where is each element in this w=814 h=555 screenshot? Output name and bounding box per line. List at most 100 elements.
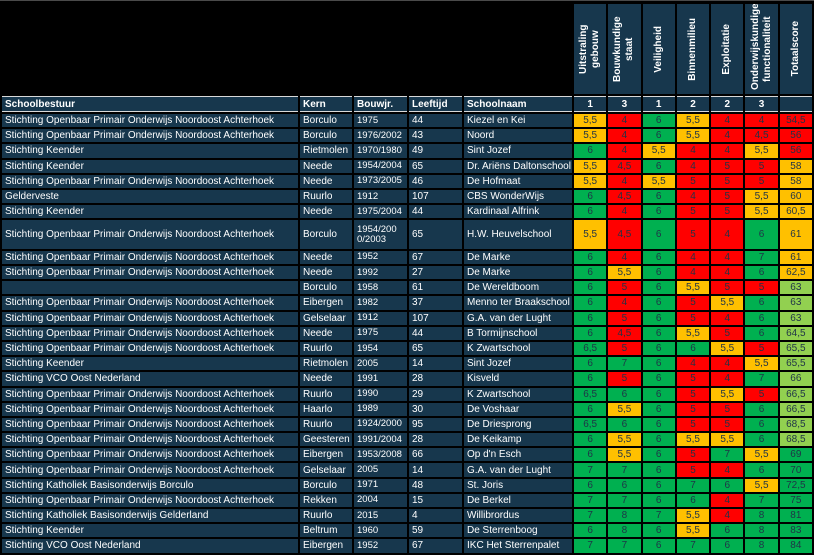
cell-kern[interactable]: Eibergen: [300, 448, 352, 462]
cell-schoolnaam[interactable]: Noord: [464, 129, 572, 143]
cell-bouwjaar[interactable]: 1989: [354, 402, 407, 416]
cell-score-uitstraling-gebouw[interactable]: 6,5: [574, 341, 607, 356]
cell-kern[interactable]: Rietmolen: [300, 357, 352, 371]
cell-kern[interactable]: Gelselaar: [300, 311, 352, 325]
cell-score-exploitatie[interactable]: 4: [711, 250, 744, 264]
cell-score-onderwijskundige-functionaliteit[interactable]: 5: [745, 174, 778, 188]
cell-score-uitstraling-gebouw[interactable]: 6,5: [574, 387, 607, 401]
cell-score-onderwijskundige-functionaliteit[interactable]: 5,5: [745, 189, 778, 204]
cell-score-exploitatie[interactable]: 4: [711, 114, 744, 128]
cell-score-binnenmilieu[interactable]: 4: [676, 250, 710, 264]
cell-score-binnenmilieu[interactable]: 4: [676, 189, 710, 204]
cell-score-onderwijskundige-functionaliteit[interactable]: 8: [745, 524, 778, 538]
cell-schoolbestuur[interactable]: [2, 281, 298, 295]
cell-score-bouwkundige-staat[interactable]: 4: [608, 114, 641, 128]
cell-bouwjaar[interactable]: 1975: [354, 114, 407, 128]
cell-score-binnenmilieu[interactable]: 5: [676, 311, 710, 325]
cell-totaalscore[interactable]: 83: [779, 524, 812, 538]
cell-score-onderwijskundige-functionaliteit[interactable]: 6: [745, 326, 778, 340]
header-kern[interactable]: Kern: [300, 96, 352, 112]
cell-score-veiligheid[interactable]: 6: [642, 524, 675, 538]
cell-totaalscore[interactable]: 65,5: [779, 341, 812, 356]
cell-schoolnaam[interactable]: De Marke: [464, 250, 572, 264]
cell-score-binnenmilieu[interactable]: 5,5: [676, 326, 710, 340]
cell-score-onderwijskundige-functionaliteit[interactable]: 6: [745, 296, 778, 310]
cell-schoolbestuur[interactable]: Stichting Openbaar Primair Onderwijs Noo…: [2, 114, 298, 128]
cell-leeftijd[interactable]: 49: [409, 144, 462, 158]
cell-schoolnaam[interactable]: Sint Jozef: [464, 357, 572, 371]
cell-score-uitstraling-gebouw[interactable]: 6: [574, 326, 607, 340]
cell-totaalscore[interactable]: 68,5: [779, 417, 812, 432]
cell-score-bouwkundige-staat[interactable]: 4,5: [608, 189, 641, 204]
header-bouwjr[interactable]: Bouwjr.: [354, 96, 407, 112]
cell-score-binnenmilieu[interactable]: 5,5: [676, 114, 710, 128]
cell-leeftijd[interactable]: 14: [409, 357, 462, 371]
cell-kern[interactable]: Ruurlo: [300, 341, 352, 356]
cell-leeftijd[interactable]: 107: [409, 189, 462, 204]
cell-score-veiligheid[interactable]: 6: [642, 341, 675, 356]
cell-score-veiligheid[interactable]: 5,5: [642, 174, 675, 188]
cell-totaalscore[interactable]: 54,5: [779, 114, 812, 128]
cell-score-uitstraling-gebouw[interactable]: 7: [574, 539, 607, 553]
cell-leeftijd[interactable]: 65: [409, 220, 462, 249]
cell-schoolnaam[interactable]: Willibrordus: [464, 509, 572, 523]
cell-score-binnenmilieu[interactable]: 5: [676, 296, 710, 310]
cell-bouwjaar[interactable]: 1958: [354, 281, 407, 295]
cell-score-bouwkundige-staat[interactable]: 4: [608, 296, 641, 310]
cell-bouwjaar[interactable]: 1952: [354, 539, 407, 553]
cell-schoolbestuur[interactable]: Stichting Openbaar Primair Onderwijs Noo…: [2, 417, 298, 432]
cell-leeftijd[interactable]: 65: [409, 159, 462, 173]
cell-score-binnenmilieu[interactable]: 5: [676, 448, 710, 462]
cell-score-exploitatie[interactable]: 4: [711, 144, 744, 158]
cell-score-binnenmilieu[interactable]: 4: [676, 266, 710, 280]
cell-score-exploitatie[interactable]: 5: [711, 174, 744, 188]
cell-leeftijd[interactable]: 4: [409, 509, 462, 523]
cell-bouwjaar[interactable]: 1975/2004: [354, 205, 407, 219]
cell-kern[interactable]: Neede: [300, 372, 352, 386]
cell-score-onderwijskundige-functionaliteit[interactable]: 6: [745, 266, 778, 280]
cell-schoolbestuur[interactable]: Gelderveste: [2, 189, 298, 204]
cell-schoolnaam[interactable]: K Zwartschool: [464, 341, 572, 356]
cell-score-onderwijskundige-functionaliteit[interactable]: 7: [745, 493, 778, 507]
cell-kern[interactable]: Eibergen: [300, 539, 352, 553]
cell-score-bouwkundige-staat[interactable]: 6: [608, 387, 641, 401]
cell-leeftijd[interactable]: 14: [409, 463, 462, 477]
cell-schoolbestuur[interactable]: Stichting Openbaar Primair Onderwijs Noo…: [2, 402, 298, 416]
cell-totaalscore[interactable]: 61: [779, 220, 812, 249]
cell-kern[interactable]: Borculo: [300, 220, 352, 249]
cell-score-bouwkundige-staat[interactable]: 4,5: [608, 326, 641, 340]
cell-score-veiligheid[interactable]: 6: [642, 417, 675, 432]
cell-score-bouwkundige-staat[interactable]: 6: [608, 478, 641, 492]
cell-schoolnaam[interactable]: De Hofmaat: [464, 174, 572, 188]
cell-kern[interactable]: Neede: [300, 266, 352, 280]
cell-score-uitstraling-gebouw[interactable]: 5,5: [574, 220, 607, 249]
weight-cell-exploitatie[interactable]: 2: [711, 96, 744, 112]
cell-schoolnaam[interactable]: CBS WonderWijs: [464, 189, 572, 204]
cell-kern[interactable]: Rekken: [300, 493, 352, 507]
cell-totaalscore[interactable]: 65,5: [779, 357, 812, 371]
cell-kern[interactable]: Gelselaar: [300, 463, 352, 477]
cell-score-onderwijskundige-functionaliteit[interactable]: 6: [745, 433, 778, 447]
cell-score-binnenmilieu[interactable]: 5: [676, 417, 710, 432]
cell-score-onderwijskundige-functionaliteit[interactable]: 6: [745, 311, 778, 325]
cell-score-binnenmilieu[interactable]: 5: [676, 372, 710, 386]
header-leeftijd[interactable]: Leeftijd: [409, 96, 462, 112]
cell-score-onderwijskundige-functionaliteit[interactable]: 8: [745, 539, 778, 553]
column-header-uitstraling-gebouw[interactable]: Uitstraling gebouw: [574, 4, 607, 94]
cell-schoolbestuur[interactable]: Stichting Katholiek Basisonderwijs Borcu…: [2, 478, 298, 492]
cell-bouwjaar[interactable]: 1992: [354, 266, 407, 280]
cell-kern[interactable]: Neede: [300, 174, 352, 188]
cell-score-exploitatie[interactable]: 4: [711, 372, 744, 386]
cell-schoolnaam[interactable]: Kiezel en Kei: [464, 114, 572, 128]
cell-schoolbestuur[interactable]: Stichting Openbaar Primair Onderwijs Noo…: [2, 266, 298, 280]
weight-cell-totaalscore[interactable]: [779, 96, 812, 112]
cell-schoolbestuur[interactable]: Stichting Katholiek Basisonderwijs Gelde…: [2, 509, 298, 523]
cell-score-veiligheid[interactable]: 6: [642, 493, 675, 507]
cell-schoolnaam[interactable]: Menno ter Braakschool: [464, 296, 572, 310]
cell-schoolnaam[interactable]: Sint Jozef: [464, 144, 572, 158]
cell-score-onderwijskundige-functionaliteit[interactable]: 5: [745, 159, 778, 173]
cell-totaalscore[interactable]: 60: [779, 189, 812, 204]
cell-score-binnenmilieu[interactable]: 5,5: [676, 433, 710, 447]
cell-totaalscore[interactable]: 63: [779, 281, 812, 295]
header-schoolnaam[interactable]: Schoolnaam: [464, 96, 572, 112]
